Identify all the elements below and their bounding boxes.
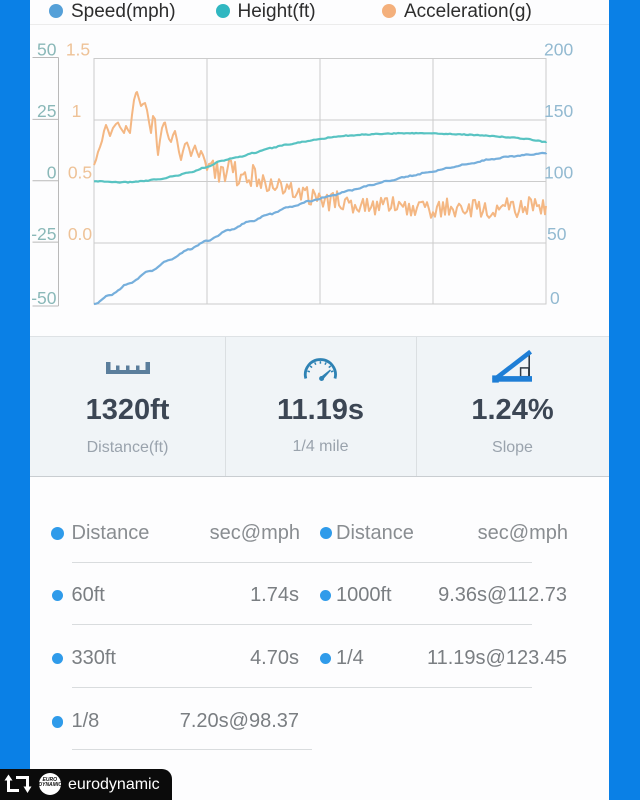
svg-text:0.0: 0.0 [68,224,93,244]
svg-text:150: 150 [544,101,573,121]
svg-text:1.5: 1.5 [66,40,90,60]
svg-text:0: 0 [47,163,57,183]
svg-text:50: 50 [547,224,567,244]
svg-text:-50: -50 [31,288,57,308]
svg-text:1: 1 [72,101,82,121]
svg-text:-25: -25 [31,224,56,244]
svg-text:0.5: 0.5 [68,163,92,183]
svg-text:100: 100 [544,163,573,183]
svg-text:0: 0 [550,288,560,308]
svg-text:50: 50 [37,40,57,60]
svg-text:25: 25 [37,101,56,121]
svg-text:200: 200 [544,40,573,60]
